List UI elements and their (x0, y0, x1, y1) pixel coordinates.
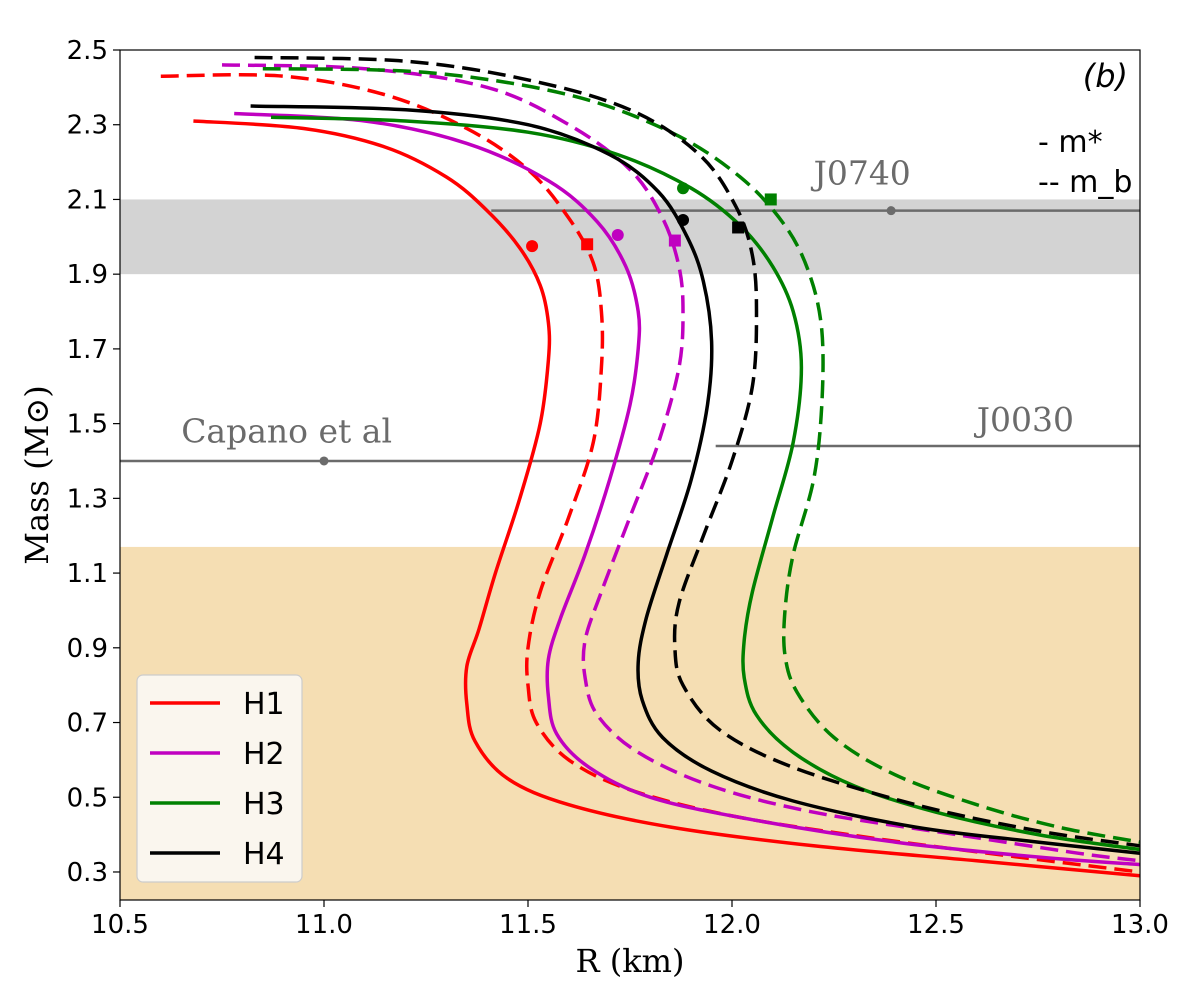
marker-h4-solid (677, 214, 690, 226)
y-tick-label: 1.9 (67, 260, 108, 290)
y-tick-label: 1.5 (67, 410, 108, 440)
curve-h3-dashed (262, 66, 1141, 844)
legend-box (136, 674, 303, 883)
legend-label-h4: H4 (243, 837, 285, 872)
x-axis-title: R (km) (576, 942, 685, 980)
marker-h2-dashed (668, 234, 681, 247)
legend-label-h2: H2 (243, 737, 285, 772)
ref-label-capano-et-al: Capano et al (181, 411, 392, 450)
y-tick-label: 0.5 (67, 783, 108, 813)
line-style-note-dashed: -- m_b (1038, 165, 1132, 200)
marker-h4-dashed (732, 221, 745, 234)
curve-h2-dashed (221, 63, 1141, 863)
legend-label-h1: H1 (243, 687, 285, 722)
x-tick-label: 12.0 (703, 910, 761, 940)
marker-h1-solid (526, 240, 539, 253)
plot-frame (119, 49, 1141, 901)
y-tick-label: 2.3 (67, 111, 108, 141)
x-tick-label: 12.5 (907, 910, 965, 940)
ref-point-j0740 (886, 206, 896, 216)
x-tick-label: 11.0 (295, 910, 353, 940)
curve-h4-dashed (254, 55, 1141, 848)
marker-h3-solid (677, 182, 690, 195)
ref-label-j0740: J0740 (811, 154, 911, 193)
curve-h1-dashed (160, 73, 1141, 874)
y-axis-title: Mass (M⊙) (18, 385, 56, 564)
reference-lines-layer: J0740 Capano et al J0030 (120, 154, 1140, 466)
x-tick-label: 10.5 (91, 910, 149, 940)
y-tick-label: 1.1 (67, 559, 108, 589)
curve-h2-solid (234, 111, 1141, 867)
line-style-note-solid: - m* (1038, 125, 1103, 160)
legend-label-h3: H3 (243, 787, 285, 822)
y-tick-label: 1.7 (67, 335, 108, 365)
y-tick-label: 0.3 (67, 858, 108, 888)
y-tick-label: 0.9 (67, 634, 108, 664)
ticks-layer: 10.5 11.0 11.5 12.0 12.5 13.0 0.3 0.5 0.7 0.9 1.1 1… (67, 36, 1169, 940)
curve-h1-solid (193, 119, 1141, 878)
x-tick-label: 13.0 (1111, 910, 1169, 940)
curves-layer (160, 55, 1141, 878)
legend: H1 H2 H3 H4 (136, 674, 303, 883)
curve-h4-solid (250, 104, 1141, 856)
marker-h2-solid (611, 228, 624, 241)
ref-point-capano-et-al (319, 456, 329, 466)
ref-label-j0030: J0030 (974, 400, 1074, 439)
panel-label: (b) (1083, 57, 1128, 95)
marker-h3-dashed (764, 193, 777, 206)
y-tick-label: 2.1 (67, 185, 108, 215)
x-tick-label: 11.5 (499, 910, 557, 940)
y-tick-label: 1.3 (67, 484, 108, 514)
y-tick-label: 2.5 (67, 36, 108, 66)
y-tick-label: 0.7 (67, 709, 108, 739)
marker-h1-dashed (581, 238, 594, 251)
markers-layer (526, 182, 777, 253)
